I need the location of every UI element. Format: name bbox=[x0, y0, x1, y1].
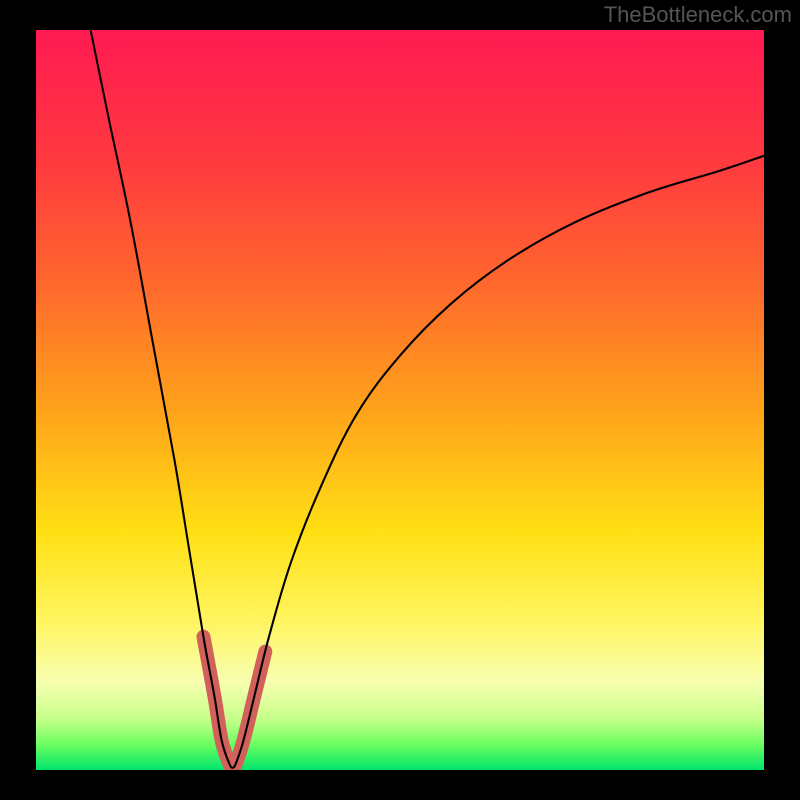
bottleneck-curve-chart bbox=[0, 0, 800, 800]
chart-container: { "watermark": { "text": "TheBottleneck.… bbox=[0, 0, 800, 800]
watermark-label: TheBottleneck.com bbox=[604, 2, 792, 28]
plot-background bbox=[36, 30, 764, 770]
